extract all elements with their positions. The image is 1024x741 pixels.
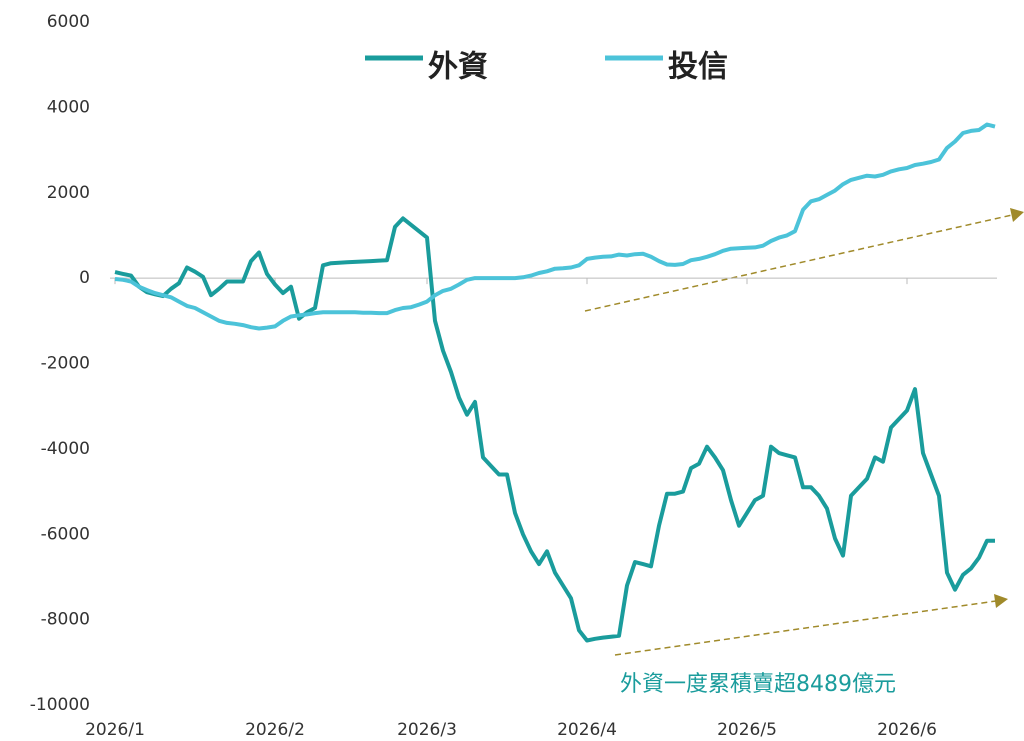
trend-arrow bbox=[614, 600, 997, 656]
y-tick-label: -4000 bbox=[41, 439, 90, 459]
x-tick-label: 2026/3 bbox=[397, 720, 457, 740]
annotation: 外資一度累積賣超8489億元 bbox=[620, 672, 896, 697]
trend-arrow bbox=[584, 214, 1013, 312]
y-tick-label: 2000 bbox=[47, 183, 90, 203]
x-tick-label: 2026/4 bbox=[557, 720, 617, 740]
legend-label: 投信 bbox=[668, 50, 728, 85]
series-line bbox=[114, 122, 996, 331]
y-tick-label: -8000 bbox=[41, 610, 90, 630]
y-tick-label: 4000 bbox=[47, 97, 90, 117]
arrow-head bbox=[1010, 208, 1024, 222]
x-tick-label: 2026/5 bbox=[717, 720, 777, 740]
y-tick-label: 0 bbox=[79, 268, 90, 288]
y-tick-label: -10000 bbox=[30, 695, 90, 715]
x-tick-label: 2026/1 bbox=[85, 720, 145, 740]
legend-label: 外資 bbox=[428, 50, 488, 85]
y-tick-label: 6000 bbox=[47, 12, 90, 32]
x-tick-label: 2026/2 bbox=[245, 720, 305, 740]
y-tick-label: -2000 bbox=[41, 354, 90, 374]
arrow-head bbox=[994, 594, 1008, 608]
y-tick-label: -6000 bbox=[41, 524, 90, 544]
series-line bbox=[114, 216, 995, 643]
x-tick-label: 2026/6 bbox=[877, 720, 937, 740]
